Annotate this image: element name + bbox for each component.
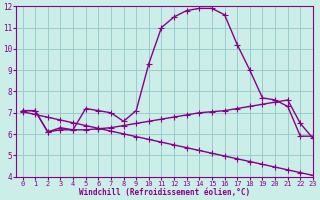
X-axis label: Windchill (Refroidissement éolien,°C): Windchill (Refroidissement éolien,°C) <box>79 188 250 197</box>
